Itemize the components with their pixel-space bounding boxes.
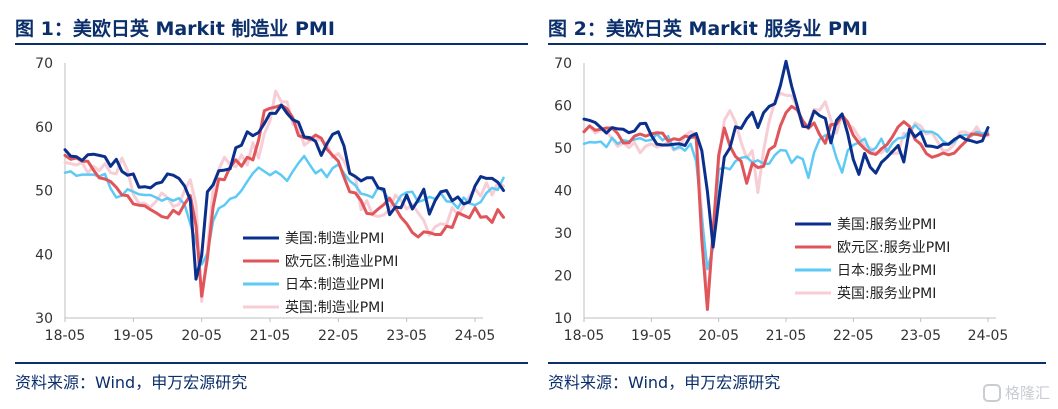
legend-label: 美国:服务业PMI xyxy=(837,217,936,233)
legend-label: 日本:制造业PMI xyxy=(285,277,384,293)
series-line xyxy=(582,91,990,306)
x-tick-label: 23-05 xyxy=(900,328,941,344)
x-tick-label: 18-05 xyxy=(564,328,605,344)
chart-title: 图 2：美欧日英 Markit 服务业 PMI xyxy=(548,18,868,40)
x-tick-label: 19-05 xyxy=(113,328,154,344)
x-tick-label: 21-05 xyxy=(250,328,291,344)
series-line xyxy=(63,154,505,266)
x-tick-label: 23-05 xyxy=(386,328,427,344)
chart-panel-manufacturing: 图 1：美欧日英 Markit 制造业 PMI 30 40 50 60 70 18-05 1… xyxy=(15,0,528,409)
source-note: 资料来源：Wind，申万宏源研究 xyxy=(15,373,248,392)
watermark: 格隆汇 xyxy=(982,382,1050,403)
x-tick-label: 19-05 xyxy=(631,328,672,344)
y-tick-label: 50 xyxy=(35,184,53,200)
x-tick-label: 20-05 xyxy=(181,328,222,344)
series-line xyxy=(582,59,990,249)
x-tick-label: 24-05 xyxy=(455,328,496,344)
chart-title: 图 1：美欧日英 Markit 制造业 PMI xyxy=(15,18,335,40)
y-tick-label: 10 xyxy=(554,311,572,327)
title-rule xyxy=(548,43,1046,45)
y-tick-label: 50 xyxy=(554,141,572,157)
chart-panel-services: 图 2：美欧日英 Markit 服务业 PMI 10 20 30 40 50 60 70 18… xyxy=(548,0,1046,409)
y-tick-label: 40 xyxy=(554,184,572,200)
legend-label: 英国:制造业PMI xyxy=(285,299,384,316)
watermark-logo-icon xyxy=(982,383,1001,402)
source-rule xyxy=(548,362,1046,364)
y-tick-label: 60 xyxy=(554,99,572,115)
legend-label: 欧元区:制造业PMI xyxy=(285,254,398,270)
legend-label: 欧元区:服务业PMI xyxy=(837,240,950,256)
x-tick-label: 21-05 xyxy=(766,328,807,344)
legend-label: 日本:服务业PMI xyxy=(837,263,936,279)
series-line xyxy=(582,123,990,271)
x-tick-label: 22-05 xyxy=(318,328,359,344)
legend-label: 美国:制造业PMI xyxy=(285,231,384,247)
x-tick-label: 18-05 xyxy=(45,328,86,344)
y-tick-label: 30 xyxy=(35,311,53,327)
y-tick-label: 30 xyxy=(554,226,572,242)
y-tick-label: 70 xyxy=(554,56,572,72)
x-tick-label: 24-05 xyxy=(968,328,1009,344)
series-line xyxy=(63,103,505,281)
watermark-text: 格隆汇 xyxy=(1004,384,1050,402)
y-tick-label: 60 xyxy=(35,120,53,136)
x-tick-label: 20-05 xyxy=(698,328,739,344)
y-tick-label: 70 xyxy=(35,56,53,72)
pmi-manufacturing-chart: 30 40 50 60 70 18-05 19-05 20-05 21-05 22-05 23-05… xyxy=(35,56,505,344)
x-tick-label: 22-05 xyxy=(833,328,874,344)
source-rule xyxy=(15,362,528,364)
legend-label: 英国:服务业PMI xyxy=(837,285,936,302)
pmi-services-chart: 10 20 30 40 50 60 70 18-05 19-05 20-05 21-05 22-05 2… xyxy=(554,56,1009,344)
title-rule xyxy=(15,43,528,45)
y-tick-label: 20 xyxy=(554,269,572,285)
source-note: 资料来源：Wind，申万宏源研究 xyxy=(548,373,781,392)
y-tick-label: 40 xyxy=(35,247,53,263)
series-line xyxy=(582,104,990,311)
